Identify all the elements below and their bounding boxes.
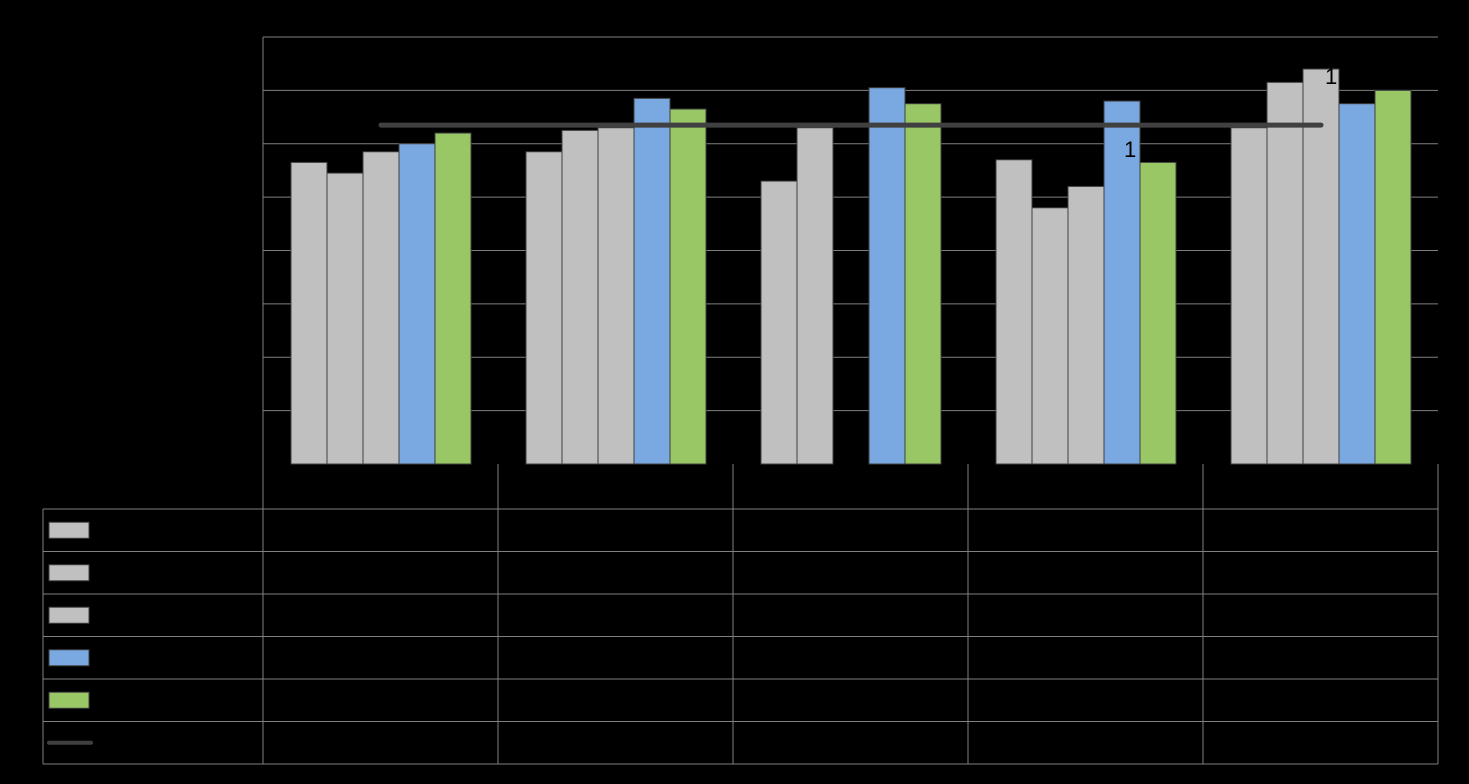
bar-s4-c3 xyxy=(1139,161,1177,465)
annotations: 1 1 xyxy=(1124,64,1337,162)
bar-s2-c0 xyxy=(362,151,400,465)
bar-s0-c2 xyxy=(760,180,798,465)
bar-s4-c1 xyxy=(669,108,707,465)
bar-s0-c1 xyxy=(525,151,563,465)
bar-s1-c2 xyxy=(796,127,834,465)
bar-s0-c3 xyxy=(995,159,1033,465)
bar-s4-c2 xyxy=(904,103,942,465)
bar-s1-c4 xyxy=(1266,81,1304,465)
data-table xyxy=(42,464,1439,765)
bar-s0-c0 xyxy=(290,161,328,465)
bars xyxy=(290,68,1412,465)
bar-s3-c4 xyxy=(1338,103,1376,465)
bar-s4-c4 xyxy=(1374,89,1412,465)
legend-swatch-3 xyxy=(48,649,90,667)
bar-s3-c2 xyxy=(868,87,906,465)
bar-s3-c0 xyxy=(398,143,436,465)
bar-s2-c1 xyxy=(597,127,635,465)
legend-swatch-2 xyxy=(48,606,90,624)
bar-s2-c4 xyxy=(1302,68,1340,465)
bar-s2-c3 xyxy=(1067,185,1105,465)
bar-s1-c0 xyxy=(326,172,364,465)
data-label-annotation-2: 1 xyxy=(1124,137,1136,162)
legend-swatch-4 xyxy=(48,691,90,709)
bar-s4-c0 xyxy=(434,132,472,465)
bar-s1-c1 xyxy=(561,129,599,465)
bar-s3-c1 xyxy=(633,97,671,465)
data-label-annotation-1: 1 xyxy=(1325,64,1337,89)
bar-s1-c3 xyxy=(1031,207,1069,465)
legend-swatch-1 xyxy=(48,564,90,582)
legend-swatch-0 xyxy=(48,521,90,539)
bar-s0-c4 xyxy=(1230,127,1268,465)
bar-s3-c3 xyxy=(1103,100,1141,465)
